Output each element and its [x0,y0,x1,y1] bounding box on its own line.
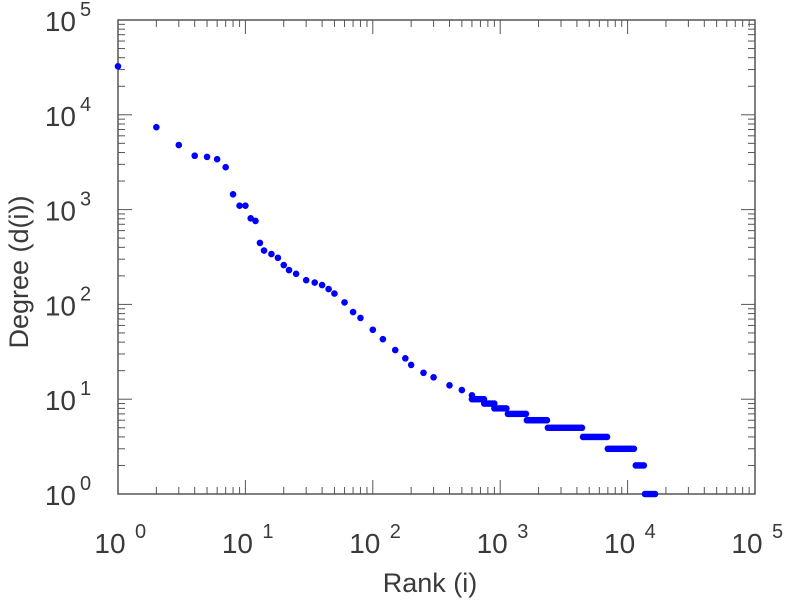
data-point [341,299,348,306]
data-point [247,214,254,222]
data-point [430,374,437,381]
data-point [522,410,530,418]
x-tick-label: 10 [94,528,125,559]
data-point [114,62,122,70]
data-point [357,314,364,322]
data-point [274,254,282,262]
data-point [292,270,300,278]
data-point [213,155,221,163]
y-tick-exponent: 4 [80,94,91,116]
y-tick-exponent: 3 [80,189,91,211]
data-point [229,191,237,198]
data-point [603,433,611,441]
data-point [407,361,415,369]
x-tick-label: 10 [477,528,508,559]
y-tick-exponent: 0 [80,473,91,495]
data-point [402,355,409,362]
x-tick-exponent: 5 [772,521,783,543]
data-point [369,326,377,334]
x-tick-labels: 10 0 10 1 10 2 10 3 10 4 10 5 [94,521,783,559]
data-point [252,217,259,225]
data-point [242,202,249,209]
data-point [302,276,310,284]
data-point [325,285,332,293]
data-point [222,163,229,171]
data-point [318,281,326,289]
data-point [191,152,199,160]
data-point [203,153,211,161]
x-axis-label: Rank (i) [383,568,478,598]
data-point [458,386,466,394]
data-point [153,123,160,131]
data-point [578,424,586,432]
data-point [280,261,288,269]
y-tick-label: 10 [45,101,76,132]
data-point [268,250,275,258]
x-tick-exponent: 0 [135,521,146,543]
data-points [114,62,659,498]
data-point [630,445,638,453]
y-tick-exponent: 1 [80,378,91,400]
y-tick-label: 10 [45,480,76,511]
x-tick-label: 10 [604,528,635,559]
y-axis-label: Degree (d(i)) [4,195,34,348]
data-point [420,369,427,377]
x-tick-label: 10 [349,528,380,559]
x-tick-label: 10 [731,528,762,559]
x-tick-exponent: 1 [262,521,273,543]
data-point [379,335,387,343]
data-point [260,247,268,254]
y-tick-label: 10 [45,196,76,227]
data-point [651,490,659,498]
plot-frame [117,19,756,495]
data-point [446,382,453,389]
x-tick-exponent: 2 [390,521,401,543]
data-point [285,266,293,274]
y-tick-exponent: 2 [80,283,91,305]
y-tick-label: 10 [45,385,76,416]
x-tick-label: 10 [222,528,253,559]
y-tick-label: 10 [45,290,76,321]
data-point [640,462,648,469]
data-point [175,141,183,149]
axis-ticks [117,20,755,495]
x-tick-exponent: 3 [517,521,528,543]
data-point [311,279,319,286]
x-tick-exponent: 4 [645,521,656,543]
y-tick-exponent: 5 [80,0,91,21]
data-point [543,416,551,424]
data-point [503,405,510,412]
data-point [349,308,357,316]
data-point [256,239,264,247]
data-point [391,346,399,354]
data-point [331,290,338,297]
y-tick-label: 10 [45,6,76,37]
data-point [236,202,243,209]
